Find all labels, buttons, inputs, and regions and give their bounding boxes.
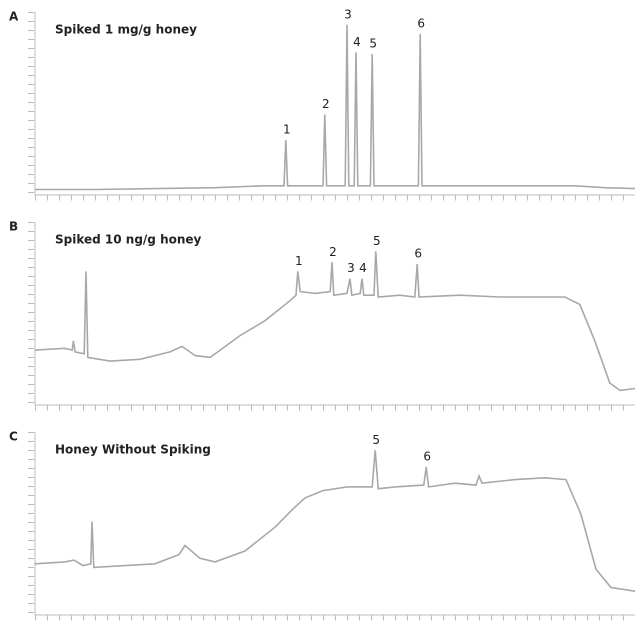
panel-letter: B (9, 220, 18, 234)
peak-label: 1 (283, 123, 291, 137)
peak-label: 1 (295, 254, 303, 268)
peak-label: 2 (329, 245, 337, 259)
peak-label: 6 (417, 16, 425, 30)
peak-label: 6 (423, 449, 431, 463)
peak-label: 5 (372, 433, 380, 447)
trace (34, 450, 636, 592)
peak-label: 5 (373, 234, 381, 248)
peak-label: 3 (344, 7, 352, 21)
peak-label: 3 (347, 261, 355, 275)
panel-title: Honey Without Spiking (55, 443, 211, 457)
panel-title: Spiked 10 ng/g honey (55, 233, 202, 247)
peak-label: 2 (322, 97, 330, 111)
trace (35, 24, 636, 191)
panel-letter: C (9, 430, 18, 444)
trace (34, 251, 636, 392)
peak-label: 6 (414, 247, 422, 261)
peak-label: 4 (353, 35, 361, 49)
panel-title: Spiked 1 mg/g honey (55, 23, 197, 37)
peak-label: 5 (369, 37, 377, 51)
panel-letter: A (9, 10, 19, 24)
peak-label: 4 (359, 261, 367, 275)
